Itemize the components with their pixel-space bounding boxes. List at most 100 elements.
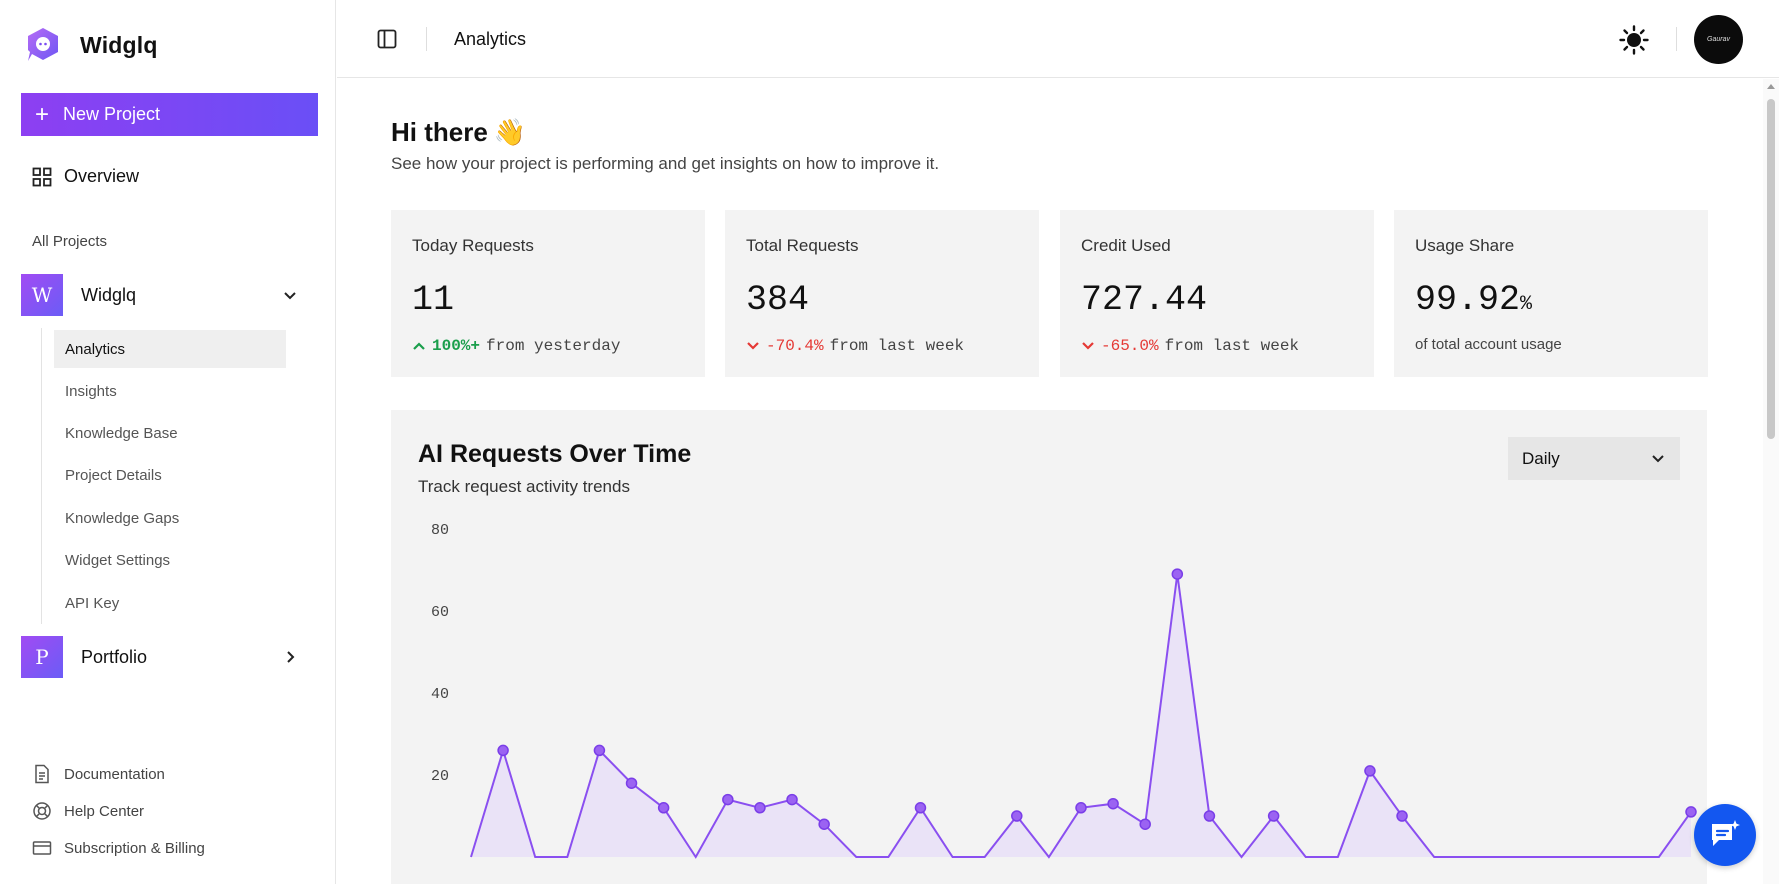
data-point[interactable] [1011, 810, 1023, 822]
stat-note: of total account usage [1415, 336, 1562, 353]
documentation-link[interactable]: Documentation [32, 764, 165, 784]
data-point[interactable] [1364, 765, 1376, 777]
sidebar: Widglq + New Project Overview All Projec… [0, 0, 336, 884]
data-point[interactable] [497, 744, 509, 757]
project-name: Portfolio [81, 646, 148, 667]
subnav-item-knowledge-base[interactable]: Knowledge Base [65, 424, 178, 442]
series-area [471, 574, 1691, 857]
data-point[interactable] [1685, 806, 1697, 818]
page-subtitle: See how your project is performing and g… [391, 154, 940, 173]
help-center-link[interactable]: Help Center [32, 801, 144, 821]
waving-hand-icon: 👋 [493, 117, 527, 147]
scroll-thumb[interactable] [1767, 99, 1775, 439]
chevron-down-icon [1082, 342, 1094, 350]
grid-icon [32, 167, 52, 186]
stat-value: 727.44 [1081, 280, 1208, 320]
stat-number: 99.92 [1415, 280, 1521, 320]
documentation-label: Documentation [64, 765, 165, 783]
stat-value: 99.92% [1415, 280, 1532, 320]
data-point[interactable] [657, 802, 670, 814]
delta-value: 100%+ [432, 337, 481, 355]
y-tick-label: 60 [431, 604, 449, 621]
document-icon [35, 764, 49, 784]
header-divider [1676, 27, 1677, 51]
project-name: Widglq [81, 284, 137, 305]
chat-widget-button[interactable] [1694, 804, 1756, 866]
delta-value: -65.0% [1101, 337, 1159, 355]
lifebuoy-icon [33, 802, 51, 820]
theme-toggle-sun-icon[interactable] [1619, 25, 1649, 55]
delta-suffix: from last week [1164, 337, 1300, 355]
stat-card-today-requests: Today Requests 11 100%+ from yesterday [391, 210, 705, 377]
data-point[interactable] [1107, 797, 1119, 810]
chevron-down-icon [1652, 455, 1664, 463]
subscription-billing-label: Subscription & Billing [64, 839, 205, 857]
stat-delta: -65.0% from last week [1081, 337, 1299, 355]
plus-icon: + [35, 100, 50, 128]
subnav-item-knowledge-gaps[interactable]: Knowledge Gaps [65, 509, 180, 527]
data-point[interactable] [722, 793, 734, 806]
chart-card: AI Requests Over Time Track request acti… [391, 410, 1707, 884]
chat-sparkle-icon [1712, 820, 1740, 846]
sidebar-toggle-icon[interactable] [377, 29, 397, 49]
greeting-heading: Hi there 👋 [391, 117, 526, 148]
project-widglq[interactable]: W Widglq [21, 274, 311, 316]
stat-unit: % [1520, 293, 1533, 316]
scrollbar[interactable] [1763, 79, 1779, 884]
data-point[interactable] [1396, 810, 1408, 822]
data-point[interactable] [1203, 810, 1216, 822]
subnav-item-widget-settings[interactable]: Widget Settings [65, 551, 171, 569]
data-point[interactable] [914, 802, 927, 814]
data-point[interactable] [818, 818, 830, 830]
subscription-billing-link[interactable]: Subscription & Billing [32, 838, 205, 858]
greeting-text: Hi there [391, 117, 488, 147]
data-point[interactable] [786, 793, 798, 806]
stat-card-credit-used: Credit Used 727.44 -65.0% from last week [1060, 210, 1374, 377]
stat-label: Today Requests [412, 236, 534, 255]
subnav-item-analytics[interactable]: Analytics [54, 330, 286, 368]
data-point[interactable] [593, 744, 606, 757]
data-point[interactable] [754, 802, 766, 814]
new-project-button[interactable]: + New Project [21, 93, 318, 136]
stat-label: Usage Share [1415, 236, 1515, 255]
project-portfolio[interactable]: P Portfolio [21, 636, 311, 678]
data-point[interactable] [1171, 568, 1184, 580]
brand-name: Widglq [80, 31, 158, 58]
delta-suffix: from last week [829, 337, 965, 355]
y-tick-label: 20 [431, 768, 449, 785]
user-avatar[interactable]: Gaurav [1694, 15, 1743, 64]
subnav-item-project-details[interactable]: Project Details [65, 466, 162, 484]
chevron-down-icon[interactable] [281, 286, 299, 304]
data-point[interactable] [1139, 818, 1151, 830]
chevron-up-icon [413, 342, 425, 350]
overview-label: Overview [64, 166, 140, 186]
sidebar-item-overview[interactable]: Overview [32, 166, 139, 187]
requests-chart: 80 60 40 20 [431, 522, 1697, 859]
credit-card-icon [32, 841, 52, 855]
help-center-label: Help Center [64, 802, 145, 820]
all-projects-heading: All Projects [32, 233, 108, 250]
subnav-line [41, 328, 42, 624]
subnav-item-insights[interactable]: Insights [65, 382, 117, 400]
main-content: Hi there 👋 See how your project is perfo… [337, 79, 1763, 884]
data-point[interactable] [625, 777, 638, 789]
scroll-up-arrow-icon[interactable] [1767, 82, 1775, 90]
new-project-label: New Project [63, 104, 161, 124]
data-point[interactable] [1075, 802, 1087, 814]
range-select[interactable]: Daily [1508, 437, 1680, 480]
page-title: Analytics [454, 29, 527, 49]
project-avatar: W [21, 274, 63, 316]
top-header: Analytics Gaurav [337, 0, 1779, 78]
delta-suffix: from yesterday [486, 337, 621, 355]
data-point[interactable] [1267, 810, 1280, 822]
stat-label: Total Requests [746, 236, 859, 255]
delta-value: -70.4% [766, 337, 824, 355]
brand-logo-icon [28, 28, 58, 61]
chart-title: AI Requests Over Time [418, 440, 692, 468]
y-tick-label: 80 [431, 522, 449, 539]
chevron-right-icon[interactable] [281, 648, 299, 666]
chart-subtitle: Track request activity trends [418, 477, 630, 496]
stat-label: Credit Used [1081, 236, 1171, 255]
brand[interactable]: Widglq [24, 26, 158, 64]
subnav-item-api-key[interactable]: API Key [65, 594, 120, 612]
